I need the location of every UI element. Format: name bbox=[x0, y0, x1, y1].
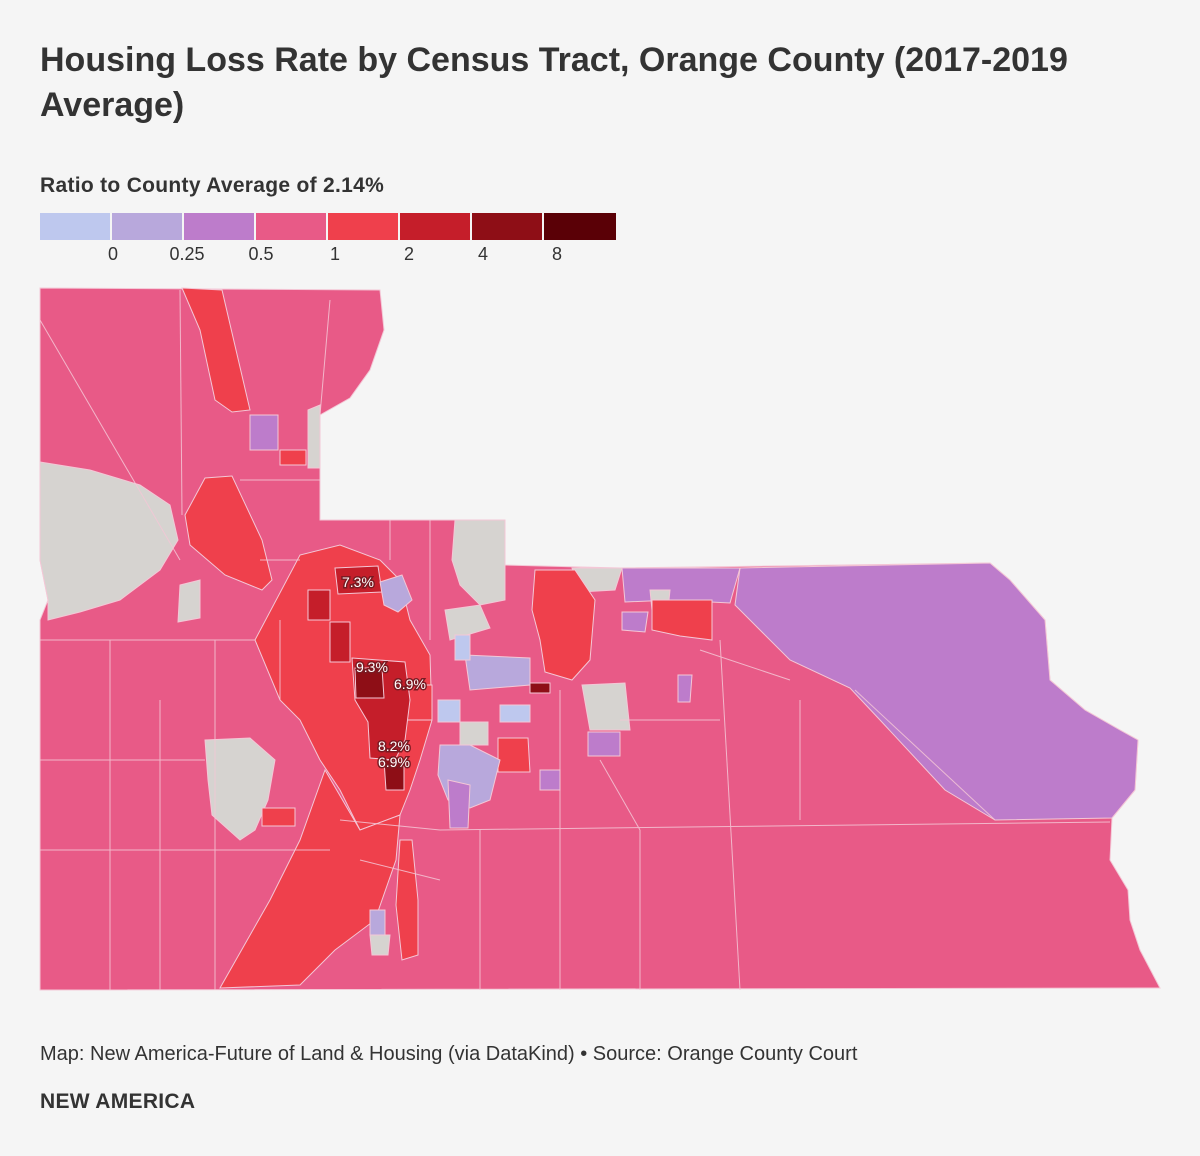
tract-lav-6[interactable] bbox=[677, 674, 693, 703]
tract-nodata-central bbox=[444, 604, 491, 641]
tract-nodata-east bbox=[581, 682, 631, 731]
tract-lightblue-4[interactable] bbox=[499, 704, 531, 723]
tract-label-1: 7.3% bbox=[342, 574, 374, 590]
tract-north-red2[interactable] bbox=[279, 449, 307, 466]
legend-tick-0-25: 0.25 bbox=[169, 244, 205, 264]
legend-swatch-6 bbox=[400, 213, 472, 240]
legend-tick-0: 0 bbox=[107, 244, 119, 264]
legend-swatch-7 bbox=[472, 213, 544, 240]
legend-tick-0-5: 0.5 bbox=[248, 244, 274, 264]
legend-swatch-1 bbox=[40, 213, 112, 240]
tract-nodata-c2 bbox=[459, 721, 489, 746]
tract-northeast-purple[interactable] bbox=[621, 567, 741, 604]
legend-tick-8: 8 bbox=[551, 244, 563, 264]
tract-nodata-west bbox=[39, 461, 179, 621]
tract-lav-1[interactable] bbox=[379, 574, 413, 613]
chart-title: Housing Loss Rate by Census Tract, Orang… bbox=[40, 41, 1068, 124]
tract-lightblue-1[interactable] bbox=[454, 634, 471, 661]
tract-lav-4[interactable] bbox=[447, 779, 471, 829]
legend-color-bar bbox=[40, 213, 616, 240]
tract-nodata-south bbox=[369, 934, 391, 956]
tract-northwest-red[interactable] bbox=[184, 475, 273, 591]
legend-swatch-8 bbox=[544, 213, 616, 240]
legend-swatch-3 bbox=[184, 213, 256, 240]
tract-ne-red[interactable] bbox=[531, 569, 596, 681]
map-credit: Map: New America-Future of Land & Housin… bbox=[40, 1043, 858, 1065]
tract-nodata-sw bbox=[204, 737, 276, 841]
tract-lav-5[interactable] bbox=[464, 654, 531, 691]
tract-darker-2[interactable] bbox=[383, 759, 405, 791]
tract-dark-3[interactable] bbox=[329, 621, 351, 663]
legend-swatch-2 bbox=[112, 213, 184, 240]
tract-lav-8[interactable] bbox=[369, 909, 386, 936]
tract-lav-7[interactable] bbox=[587, 731, 621, 757]
tract-lav-2[interactable] bbox=[249, 414, 279, 451]
tract-darker-1[interactable] bbox=[354, 667, 385, 699]
brand-logo-text: NEW AMERICA bbox=[40, 1090, 196, 1113]
tract-label-4: 8.2% bbox=[378, 738, 410, 754]
tract-north-red[interactable] bbox=[181, 287, 251, 413]
tract-east-purple[interactable] bbox=[734, 562, 1139, 821]
tract-south-red[interactable] bbox=[219, 768, 401, 989]
legend-tick-2: 2 bbox=[403, 244, 415, 264]
legend-swatch-4 bbox=[256, 213, 328, 240]
tract-label-5: 6.9% bbox=[378, 754, 410, 770]
tract-boundaries bbox=[39, 289, 1111, 991]
tract-nodata-west2 bbox=[177, 579, 201, 623]
legend-title: Ratio to County Average of 2.14% bbox=[40, 174, 385, 197]
map-svg[interactable]: 7.3% 9.3% 6.9% 8.2% 6.9% bbox=[0, 280, 1200, 1000]
tract-lightblue-2[interactable] bbox=[437, 699, 461, 723]
tract-ne-red2[interactable] bbox=[651, 599, 713, 641]
tract-sw-red[interactable] bbox=[261, 807, 296, 827]
tract-purple-5[interactable] bbox=[539, 769, 561, 791]
tract-label-2: 9.3% bbox=[356, 659, 388, 675]
tract-central-e-red[interactable] bbox=[497, 737, 531, 773]
legend-tick-1: 1 bbox=[329, 244, 341, 264]
tract-dark-2[interactable] bbox=[307, 589, 331, 621]
legend-tick-4: 4 bbox=[477, 244, 489, 264]
tract-lav-9[interactable] bbox=[621, 611, 649, 633]
tract-nodata-north bbox=[307, 404, 321, 469]
legend-swatch-5 bbox=[328, 213, 400, 240]
tract-label-3: 6.9% bbox=[394, 676, 426, 692]
tract-dark-e[interactable] bbox=[529, 682, 551, 694]
choropleth-map[interactable]: 7.3% 9.3% 6.9% 8.2% 6.9% bbox=[0, 280, 1200, 1000]
